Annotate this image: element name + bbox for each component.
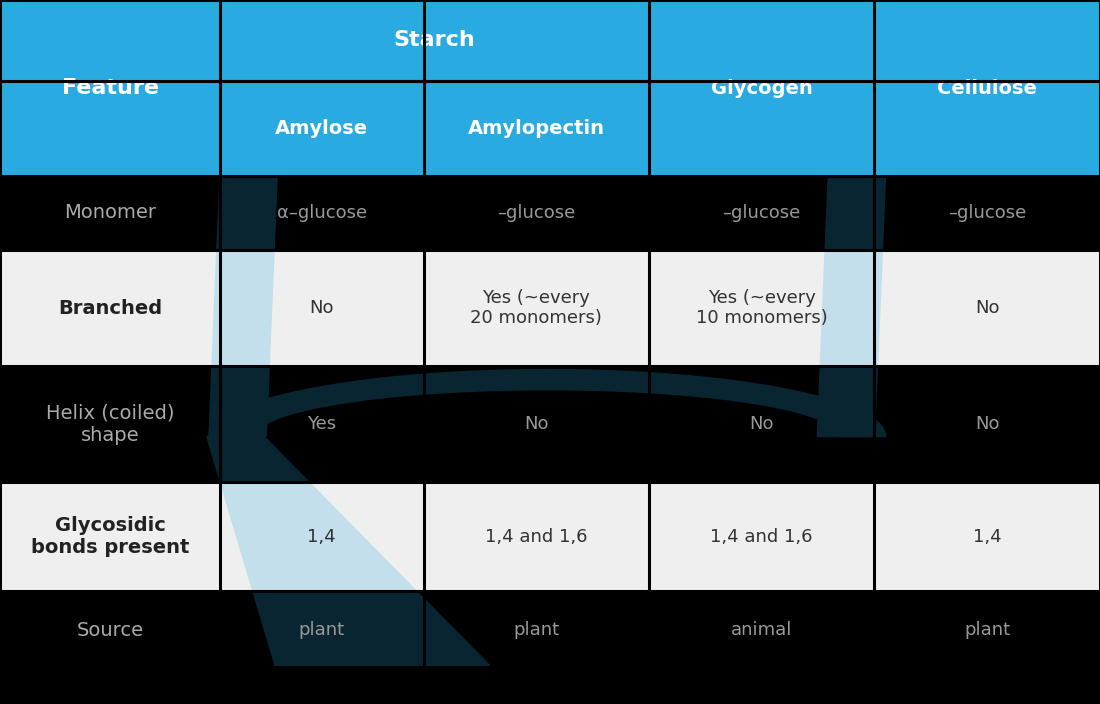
Bar [874, 176, 1100, 250]
Bar [0, 176, 220, 250]
Bar [0, 482, 1100, 591]
Text: No: No [975, 299, 1000, 317]
Text: No: No [524, 415, 549, 433]
Bar [649, 482, 875, 591]
Bar [874, 366, 1100, 482]
Text: No: No [749, 415, 774, 433]
Text: –glucose: –glucose [497, 204, 575, 222]
Bar [424, 176, 649, 250]
Bar [424, 482, 649, 591]
Bar [649, 591, 875, 669]
Bar [0, 591, 1100, 669]
Bar [220, 176, 424, 250]
Text: Yes (~every
10 monomers): Yes (~every 10 monomers) [696, 289, 827, 327]
Bar [649, 250, 875, 366]
Text: Amylopectin: Amylopectin [468, 119, 605, 138]
Text: Starch: Starch [394, 30, 475, 51]
Text: Amylose: Amylose [275, 119, 368, 138]
Text: Cellulose: Cellulose [937, 79, 1037, 97]
Text: Helix (coiled)
shape: Helix (coiled) shape [46, 403, 174, 445]
Text: Source: Source [76, 621, 144, 639]
Text: No: No [309, 299, 334, 317]
Text: Branched: Branched [58, 298, 162, 318]
Text: plant: plant [299, 621, 344, 639]
Text: Glycosidic
bonds present: Glycosidic bonds present [31, 516, 189, 558]
Bar [220, 591, 424, 669]
Bar [649, 176, 875, 250]
Text: –glucose: –glucose [948, 204, 1026, 222]
Polygon shape [209, 370, 886, 436]
Bar [220, 482, 424, 591]
Bar [0, 482, 220, 591]
Text: Glycogen: Glycogen [711, 79, 813, 97]
Bar [424, 250, 649, 366]
Text: α–glucose: α–glucose [277, 204, 366, 222]
Bar [220, 250, 424, 366]
Bar [0, 366, 1100, 482]
Bar [0, 250, 220, 366]
Bar [0, 250, 1100, 366]
Bar [424, 366, 649, 482]
Bar [874, 591, 1100, 669]
Polygon shape [817, 176, 886, 436]
Polygon shape [209, 176, 277, 436]
Text: plant: plant [965, 621, 1010, 639]
Text: 1,4: 1,4 [307, 528, 337, 546]
Text: plant: plant [514, 621, 559, 639]
Text: 1,4 and 1,6: 1,4 and 1,6 [485, 528, 587, 546]
Polygon shape [207, 436, 490, 665]
Bar [0, 0, 1100, 176]
Bar [874, 250, 1100, 366]
Text: Feature: Feature [62, 78, 158, 98]
Text: Yes: Yes [307, 415, 337, 433]
Text: No: No [975, 415, 1000, 433]
Text: 1,4: 1,4 [972, 528, 1002, 546]
Text: Monomer: Monomer [64, 203, 156, 222]
Text: animal: animal [732, 621, 792, 639]
Text: 1,4 and 1,6: 1,4 and 1,6 [711, 528, 813, 546]
Text: Yes (~every
20 monomers): Yes (~every 20 monomers) [471, 289, 602, 327]
Bar [0, 366, 220, 482]
Bar [874, 482, 1100, 591]
Text: –glucose: –glucose [723, 204, 801, 222]
Bar [649, 366, 875, 482]
Bar [220, 366, 424, 482]
Bar [0, 176, 1100, 250]
Bar [0, 591, 220, 669]
Bar [424, 591, 649, 669]
